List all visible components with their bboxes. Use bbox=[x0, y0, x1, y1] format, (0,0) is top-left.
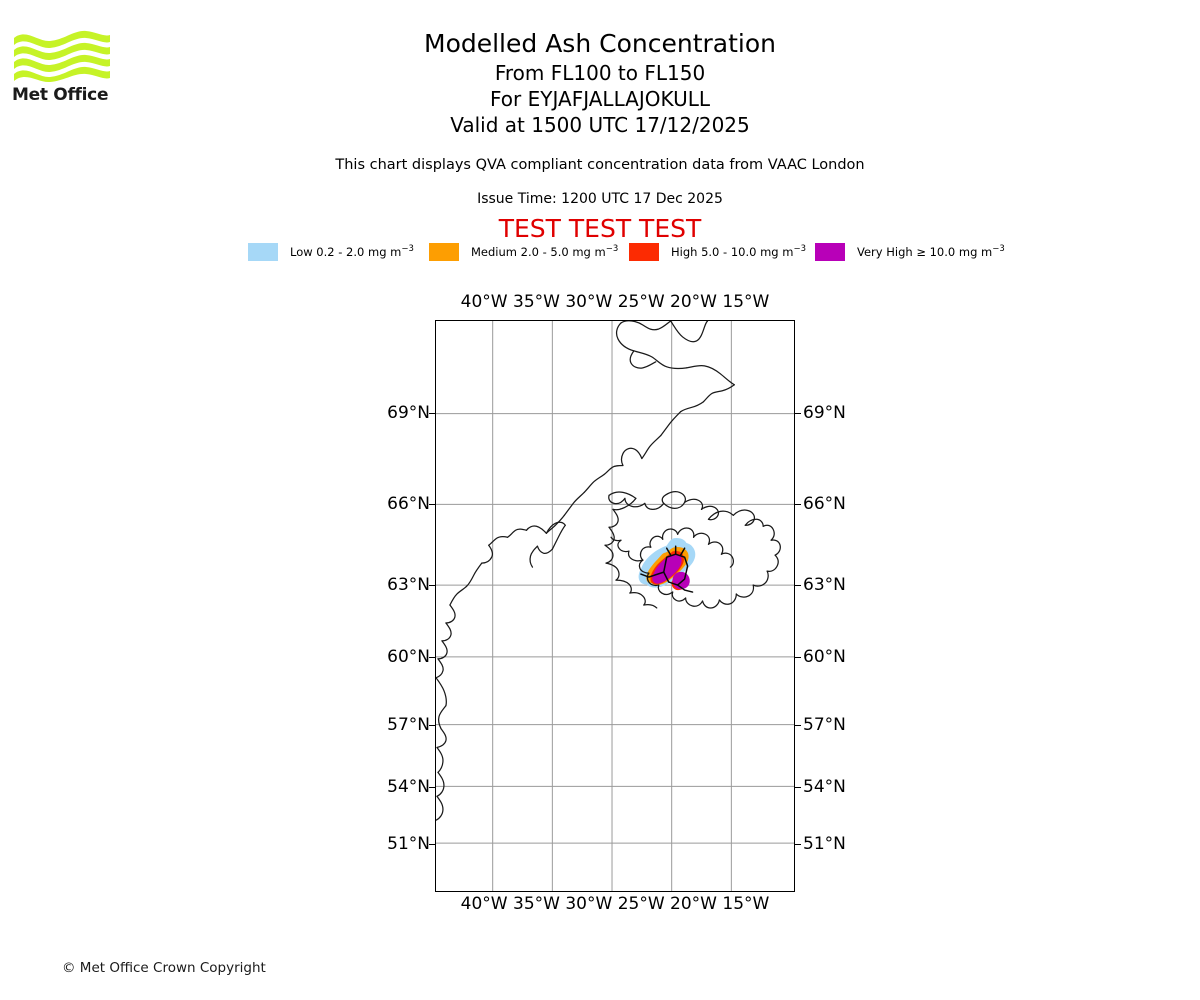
legend-label-low: Low 0.2 - 2.0 mg m−3 bbox=[290, 244, 414, 259]
latitude-label-right-69: 69°N bbox=[803, 403, 846, 423]
tick-left-54 bbox=[429, 787, 435, 789]
legend-swatch-low bbox=[248, 243, 278, 261]
legend-swatch-medium bbox=[429, 243, 459, 261]
copyright-footer: © Met Office Crown Copyright bbox=[62, 960, 266, 976]
tick-right-51 bbox=[795, 844, 801, 846]
longitude-labels-top: 40°W 35°W 30°W 25°W 20°W 15°W bbox=[460, 292, 770, 312]
legend-label-very-high: Very High ≥ 10.0 mg m−3 bbox=[857, 244, 1005, 259]
met-office-wordmark: Met Office bbox=[12, 85, 109, 105]
latitude-label-left-51: 51°N bbox=[387, 834, 430, 854]
latitude-label-right-66: 66°N bbox=[803, 494, 846, 514]
legend-item-very-high: Very High ≥ 10.0 mg m−3 bbox=[815, 241, 1005, 263]
latitude-label-right-60: 60°N bbox=[803, 647, 846, 667]
volcano-source-outline bbox=[640, 545, 694, 593]
volcano-line: For EYJAFJALLAJOKULL bbox=[490, 87, 710, 111]
tick-right-57 bbox=[795, 725, 801, 727]
latitude-label-right-51: 51°N bbox=[803, 834, 846, 854]
iceland-coastline bbox=[604, 490, 781, 609]
latitude-label-left-57: 57°N bbox=[387, 715, 430, 735]
latitude-label-left-69: 69°N bbox=[387, 403, 430, 423]
legend-label-medium: Medium 2.0 - 5.0 mg m−3 bbox=[471, 244, 619, 259]
tick-left-63 bbox=[429, 585, 435, 587]
tick-left-66 bbox=[429, 504, 435, 506]
tick-right-54 bbox=[795, 787, 801, 789]
qva-note: This chart displays QVA compliant concen… bbox=[335, 157, 865, 173]
legend-item-medium: Medium 2.0 - 5.0 mg m−3 bbox=[429, 241, 618, 263]
legend-label-high: High 5.0 - 10.0 mg m−3 bbox=[671, 244, 806, 259]
tick-right-63 bbox=[795, 585, 801, 587]
test-banner: TEST TEST TEST bbox=[498, 214, 702, 243]
legend-item-high: High 5.0 - 10.0 mg m−3 bbox=[629, 241, 806, 263]
tick-left-57 bbox=[429, 725, 435, 727]
latitude-label-right-54: 54°N bbox=[803, 777, 846, 797]
map-frame bbox=[435, 320, 795, 892]
latitude-label-left-60: 60°N bbox=[387, 647, 430, 667]
graticule-grid bbox=[436, 321, 794, 891]
tick-left-69 bbox=[429, 413, 435, 415]
page-title: Modelled Ash Concentration bbox=[424, 29, 776, 58]
valid-at-line: Valid at 1500 UTC 17/12/2025 bbox=[450, 113, 750, 137]
tick-left-60 bbox=[429, 657, 435, 659]
met-office-wave-mark bbox=[14, 30, 110, 83]
latitude-label-right-63: 63°N bbox=[803, 575, 846, 595]
concentration-legend: Low 0.2 - 2.0 mg m−3 Medium 2.0 - 5.0 mg… bbox=[248, 241, 1005, 263]
tick-right-69 bbox=[795, 413, 801, 415]
title-block: Modelled Ash Concentration From FL100 to… bbox=[0, 28, 1200, 138]
legend-swatch-high bbox=[629, 243, 659, 261]
map-canvas bbox=[436, 321, 794, 891]
latitude-label-left-66: 66°N bbox=[387, 494, 430, 514]
tick-right-60 bbox=[795, 657, 801, 659]
tick-left-51 bbox=[429, 844, 435, 846]
greenland-coastline bbox=[436, 321, 735, 821]
longitude-labels-bottom: 40°W 35°W 30°W 25°W 20°W 15°W bbox=[460, 894, 770, 914]
latitude-label-left-54: 54°N bbox=[387, 777, 430, 797]
flight-level-line: From FL100 to FL150 bbox=[494, 61, 706, 85]
latitude-label-right-57: 57°N bbox=[803, 715, 846, 735]
tick-right-66 bbox=[795, 504, 801, 506]
ash-concentration-map[interactable] bbox=[435, 320, 795, 892]
legend-swatch-very-high bbox=[815, 243, 845, 261]
legend-item-low: Low 0.2 - 2.0 mg m−3 bbox=[248, 241, 414, 263]
latitude-label-left-63: 63°N bbox=[387, 575, 430, 595]
met-office-logo: Met Office bbox=[12, 28, 112, 112]
issue-time: Issue Time: 1200 UTC 17 Dec 2025 bbox=[477, 191, 723, 207]
